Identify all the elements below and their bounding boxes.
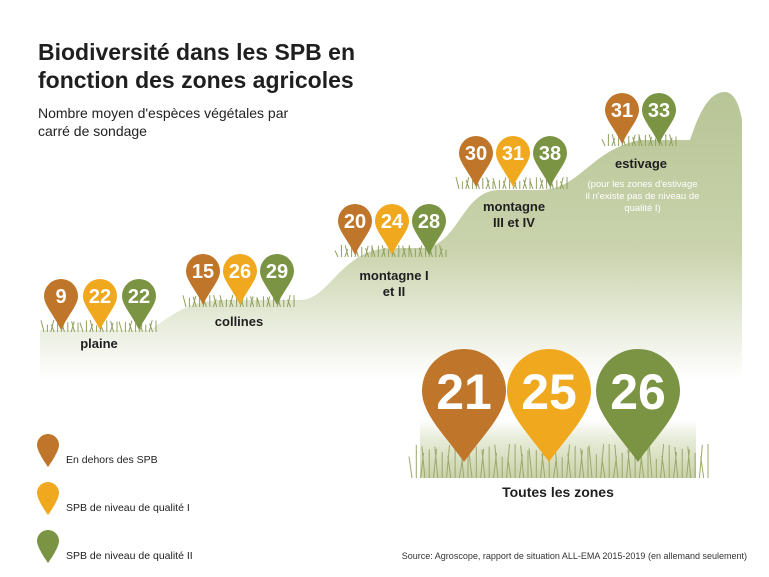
grass-tuft <box>455 176 494 190</box>
pin-collines-q2-shape <box>260 254 294 305</box>
pin-estivage-outside-label: 31 <box>611 100 633 122</box>
pin-montagne-I-et-II-q1-shape <box>375 204 409 255</box>
zone-label-estivage: estivage <box>614 156 668 171</box>
pin-montagne-III-et-IV-q1: 31 <box>496 136 530 187</box>
zone-label-montagne-3-4: montagne III et IV <box>472 199 556 231</box>
total-label: Toutes les zones <box>502 484 614 500</box>
pin-montagne-III-et-IV-q2: 38 <box>533 136 567 187</box>
grass-tuft <box>334 244 373 258</box>
pin-estivage-q2-shape <box>642 93 676 144</box>
legend-item-outside: En dehors des SPB <box>36 434 158 468</box>
pin-total-q2-shape <box>596 349 680 462</box>
pin-collines-q1-shape <box>223 254 257 305</box>
legend-label-outside: En dehors des SPB <box>66 454 158 466</box>
legend-pin-q2 <box>37 530 59 563</box>
grass-meadow <box>468 443 529 479</box>
pin-plaine-q1: 22 <box>83 279 117 330</box>
pin-collines-q2-label: 29 <box>266 261 288 283</box>
pins-layer: 9 22 22 15 26 29 20 24 28 30 31 38 31 33 21 25 26 <box>44 93 680 462</box>
pin-collines-outside: 15 <box>186 254 220 305</box>
legend-pin-q1 <box>37 482 59 515</box>
pin-montagne-III-et-IV-q2-shape <box>533 136 567 187</box>
pin-collines-q2: 29 <box>260 254 294 305</box>
grass-layer <box>40 133 709 479</box>
grass-tuft <box>371 244 410 258</box>
pin-estivage-q2-label: 33 <box>648 100 670 122</box>
zone-label-collines: collines <box>214 314 264 329</box>
pin-montagne-I-et-II-q2: 28 <box>412 204 446 255</box>
estivage-note: (pour les zones d'estivage il n'existe p… <box>585 179 700 214</box>
pin-montagne-III-et-IV-q1-shape <box>496 136 530 187</box>
pin-montagne-I-et-II-q1: 24 <box>375 204 409 255</box>
grass-tuft <box>40 319 79 333</box>
landscape-hill <box>40 92 742 380</box>
grass-tuft <box>79 319 118 333</box>
pin-total-q2: 26 <box>596 349 680 462</box>
pin-montagne-I-et-II-outside-label: 20 <box>344 211 366 233</box>
pin-montagne-III-et-IV-outside: 30 <box>459 136 493 187</box>
pin-plaine-q2: 22 <box>122 279 156 330</box>
pin-total-outside-shape <box>422 349 506 462</box>
pin-total-q1-label: 25 <box>521 364 577 420</box>
grass-tuft <box>182 294 221 308</box>
zone-label-montagne-3-4-text: montagne III et IV <box>482 199 546 230</box>
pin-estivage-outside: 31 <box>605 93 639 144</box>
pin-total-outside-label: 21 <box>436 364 492 420</box>
chart-subtitle: Nombre moyen d'espèces végétales par car… <box>38 105 289 139</box>
grass-tuft <box>638 133 677 147</box>
pin-montagne-III-et-IV-q1-label: 31 <box>502 143 524 165</box>
zone-label-montagne-1-2-text: montagne I et II <box>359 268 429 299</box>
grass-meadow <box>588 444 649 479</box>
pin-plaine-q1-label: 22 <box>89 286 111 308</box>
zone-label-plaine: plaine <box>80 336 118 351</box>
legend-pin-outside <box>37 434 59 467</box>
grass-tuft <box>529 177 568 190</box>
pin-total-q1-shape <box>507 349 591 462</box>
legend-label-q2: SPB de niveau de qualité II <box>66 550 193 562</box>
pin-collines-outside-shape <box>186 254 220 305</box>
pin-montagne-III-et-IV-q2-label: 38 <box>539 143 561 165</box>
grass-tuft <box>408 244 447 258</box>
pin-montagne-I-et-II-outside: 20 <box>338 204 372 255</box>
grass-meadow <box>648 444 709 479</box>
pin-montagne-III-et-IV-outside-label: 30 <box>465 143 487 165</box>
pin-montagne-I-et-II-q2-label: 28 <box>418 211 440 233</box>
pin-plaine-outside: 9 <box>44 279 78 330</box>
pin-plaine-q1-shape <box>83 279 117 330</box>
pin-collines-q1: 26 <box>223 254 257 305</box>
pin-montagne-I-et-II-outside-shape <box>338 204 372 255</box>
legend-item-q2: SPB de niveau de qualité II <box>36 530 193 564</box>
grass-tuft <box>219 294 258 308</box>
pin-total-outside: 21 <box>422 349 506 462</box>
pin-total-q1: 25 <box>507 349 591 462</box>
grass-meadow <box>408 444 469 479</box>
legend-item-q1: SPB de niveau de qualité I <box>36 482 190 516</box>
pin-collines-outside-label: 15 <box>192 261 214 283</box>
zone-label-montagne-1-2: montagne I et II <box>352 268 436 300</box>
pin-montagne-III-et-IV-outside-shape <box>459 136 493 187</box>
pin-plaine-q2-label: 22 <box>128 286 150 308</box>
chart-title: Biodiversité dans les SPB en fonction de… <box>38 39 356 93</box>
pin-plaine-outside-label: 9 <box>55 286 66 308</box>
pin-total-q2-label: 26 <box>610 364 666 420</box>
source-note: Source: Agroscope, rapport de situation … <box>401 551 747 561</box>
pin-estivage-q2: 33 <box>642 93 676 144</box>
pin-plaine-q2-shape <box>122 279 156 330</box>
pin-plaine-outside-shape <box>44 279 78 330</box>
pin-collines-q1-label: 26 <box>229 261 251 283</box>
pin-estivage-outside-shape <box>605 93 639 144</box>
grass-tuft <box>601 134 640 147</box>
pin-montagne-I-et-II-q2-shape <box>412 204 446 255</box>
pin-montagne-I-et-II-q1-label: 24 <box>381 211 404 233</box>
legend-label-q1: SPB de niveau de qualité I <box>66 502 190 514</box>
